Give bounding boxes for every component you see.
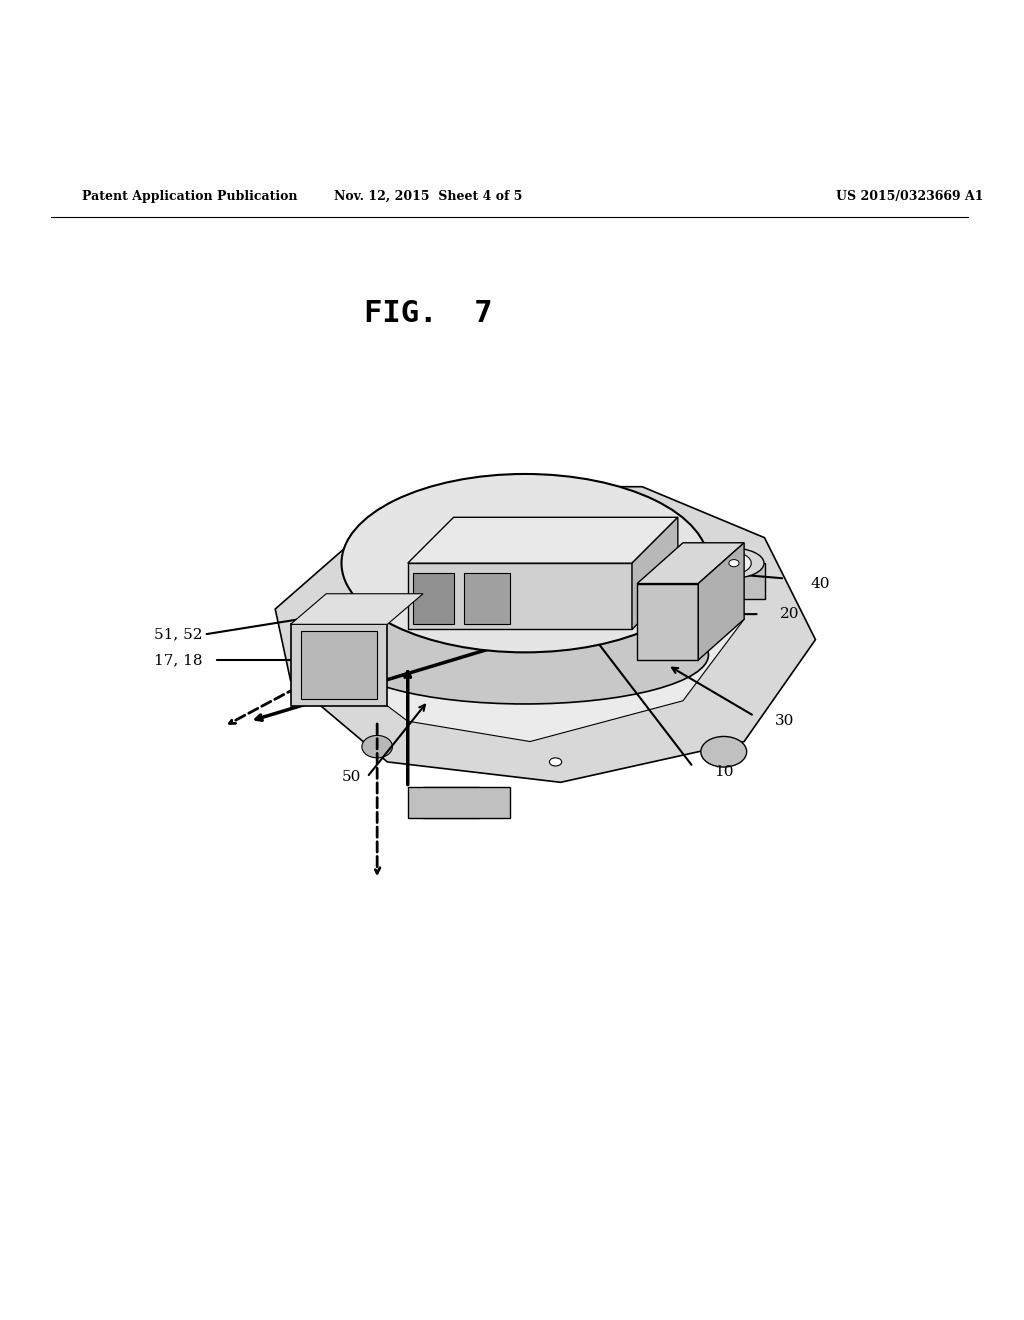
Text: 51, 52: 51, 52	[155, 627, 203, 642]
Polygon shape	[413, 573, 454, 624]
Polygon shape	[632, 517, 678, 630]
Text: Nov. 12, 2015  Sheet 4 of 5: Nov. 12, 2015 Sheet 4 of 5	[334, 190, 522, 203]
Polygon shape	[301, 631, 377, 698]
Ellipse shape	[341, 606, 709, 704]
Text: 20: 20	[780, 607, 800, 622]
Ellipse shape	[361, 735, 392, 758]
Bar	[698, 564, 765, 599]
Text: US 2015/0323669 A1: US 2015/0323669 A1	[836, 190, 983, 203]
Bar	[423, 788, 479, 818]
Polygon shape	[408, 564, 632, 630]
Polygon shape	[408, 517, 678, 564]
Polygon shape	[637, 583, 698, 660]
Polygon shape	[464, 573, 510, 624]
Polygon shape	[291, 594, 423, 624]
Ellipse shape	[711, 552, 752, 574]
Ellipse shape	[341, 474, 709, 652]
Text: 40: 40	[811, 577, 830, 590]
Polygon shape	[637, 543, 744, 583]
Text: 17, 18: 17, 18	[155, 653, 203, 667]
Ellipse shape	[550, 758, 561, 766]
Polygon shape	[291, 624, 387, 706]
Text: FIG.  7: FIG. 7	[364, 298, 493, 327]
Ellipse shape	[729, 560, 739, 566]
Polygon shape	[275, 487, 815, 783]
Polygon shape	[327, 517, 744, 742]
Ellipse shape	[697, 548, 764, 578]
Text: 30: 30	[775, 714, 795, 729]
Text: Patent Application Publication: Patent Application Publication	[82, 190, 297, 203]
Text: 10: 10	[714, 766, 733, 779]
Ellipse shape	[310, 632, 333, 657]
Polygon shape	[698, 543, 744, 660]
Text: 50: 50	[342, 771, 361, 784]
Ellipse shape	[700, 737, 746, 767]
Polygon shape	[408, 788, 510, 818]
Ellipse shape	[322, 597, 351, 632]
